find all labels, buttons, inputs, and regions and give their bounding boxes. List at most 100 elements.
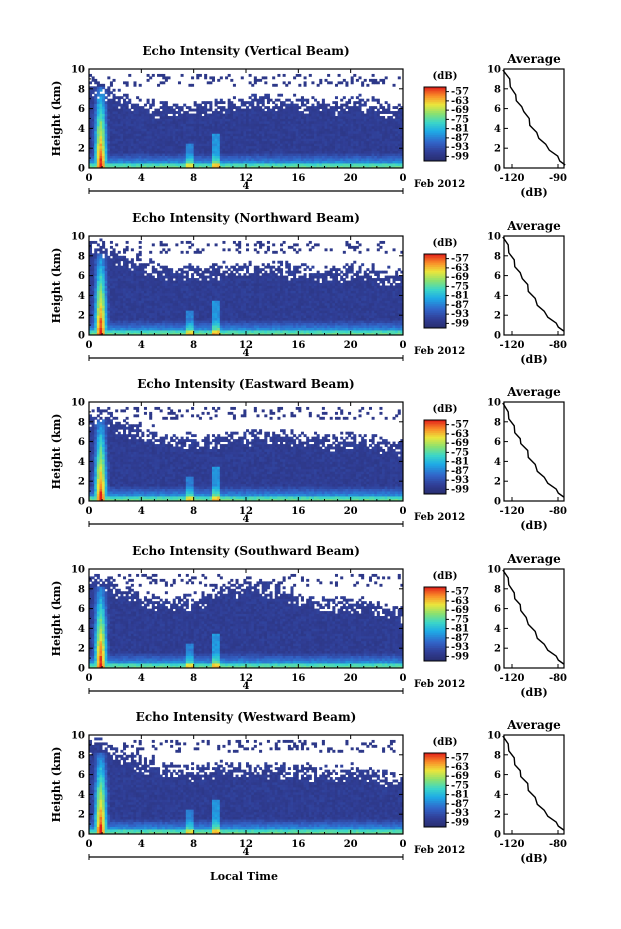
heatmap-cell — [167, 285, 171, 289]
heatmap-cell — [123, 133, 127, 137]
heatmap-cell — [115, 295, 119, 299]
heatmap-cell — [303, 163, 307, 166]
heatmap-cell — [185, 265, 189, 269]
heatmap-cell — [298, 153, 302, 157]
heatmap-cell — [345, 138, 349, 142]
heatmap-cell — [117, 128, 121, 132]
heatmap-cell — [141, 297, 145, 301]
heatmap-cell — [277, 165, 281, 169]
heatmap-cell — [345, 133, 349, 137]
heatmap-cell — [389, 135, 393, 139]
heatmap-cell — [392, 163, 396, 166]
heatmap-cell — [117, 295, 121, 299]
heatmap-cell — [196, 73, 200, 77]
heatmap-cell — [222, 260, 226, 264]
heatmap-cell — [102, 153, 106, 157]
heatmap-cell — [374, 158, 378, 161]
heatmap-cell — [109, 98, 113, 102]
heatmap-cell — [159, 250, 163, 254]
heatmap-cell — [99, 273, 103, 277]
heatmap-cell — [209, 270, 213, 274]
heatmap-cell — [334, 125, 338, 129]
heatmap-cell — [204, 73, 208, 77]
heatmap-cell — [272, 150, 276, 154]
heatmap-cell — [272, 158, 276, 161]
colorbar-swatch — [424, 114, 446, 117]
heatmap-cell — [300, 120, 304, 124]
heatmap-cell — [188, 128, 192, 132]
heatmap-cell — [125, 287, 129, 291]
heatmap-cell — [191, 155, 195, 159]
heatmap-cell — [298, 120, 302, 124]
heatmap-cell — [240, 158, 244, 161]
heatmap-cell — [117, 278, 121, 281]
heatmap-cell — [185, 270, 189, 274]
heatmap-cell — [206, 145, 210, 149]
heatmap-cell — [102, 86, 106, 90]
heatmap-cell — [211, 111, 215, 114]
heatmap-cell — [379, 118, 383, 122]
heatmap-cell — [128, 153, 132, 157]
heatmap-cell — [183, 285, 187, 289]
heatmap-cell — [269, 120, 273, 124]
heatmap-cell — [298, 125, 302, 129]
heatmap-cell — [201, 332, 205, 336]
heatmap-cell — [193, 108, 197, 112]
heatmap-cell — [324, 160, 328, 164]
heatmap-cell — [400, 165, 404, 169]
heatmap-cell — [172, 158, 176, 161]
heatmap-cell — [130, 310, 134, 314]
heatmap-cell — [266, 145, 270, 149]
heatmap-cell — [350, 150, 354, 154]
heatmap-cell — [243, 158, 247, 161]
heatmap-cell — [209, 305, 213, 309]
heatmap-cell — [266, 138, 270, 142]
heatmap-cell — [272, 83, 276, 87]
heatmap-cell — [225, 153, 229, 157]
heatmap-cell — [91, 120, 95, 124]
heatmap-cell — [350, 130, 354, 134]
heatmap-cell — [107, 158, 111, 161]
heatmap-cell — [107, 327, 111, 331]
heatmap-cell — [311, 133, 315, 137]
heatmap-cell — [217, 143, 221, 147]
heatmap-cell — [141, 123, 145, 127]
heatmap-cell — [112, 138, 116, 142]
heatmap-cell — [157, 327, 161, 331]
heatmap-cell — [125, 280, 129, 284]
heatmap-cell — [316, 140, 320, 144]
heatmap-cell — [366, 145, 370, 149]
heatmap-cell — [295, 123, 299, 127]
heatmap-cell — [340, 111, 344, 114]
heatmap-cell — [397, 155, 401, 159]
heatmap-cell — [136, 165, 140, 169]
heatmap-cell — [235, 165, 239, 169]
heatmap-cell — [180, 290, 184, 294]
heatmap-cell — [167, 312, 171, 316]
heatmap-cell — [151, 143, 155, 147]
heatmap-cell — [201, 165, 205, 169]
heatmap-cell — [392, 153, 396, 157]
heatmap-cell — [256, 148, 260, 152]
heatmap-cell — [193, 305, 197, 309]
heatmap-cell — [295, 98, 299, 102]
heatmap-cell — [146, 111, 150, 114]
heatmap-cell — [94, 133, 98, 137]
heatmap-cell — [293, 111, 297, 114]
heatmap-cell — [170, 300, 174, 304]
heatmap-cell — [214, 317, 218, 321]
heatmap-cell — [264, 111, 268, 114]
heatmap-cell — [99, 248, 103, 252]
heatmap-cell — [112, 290, 116, 294]
heatmap-cell — [246, 111, 250, 114]
heatmap-cell — [123, 290, 127, 294]
heatmap-cell — [159, 135, 163, 139]
heatmap-cell — [151, 165, 155, 169]
heatmap-cell — [298, 138, 302, 142]
heatmap-cell — [287, 116, 291, 119]
heatmap-cell — [149, 155, 153, 159]
heatmap-cell — [170, 302, 174, 306]
heatmap-cell — [206, 270, 210, 274]
heatmap-cell — [353, 158, 357, 161]
heatmap-cell — [342, 140, 346, 144]
